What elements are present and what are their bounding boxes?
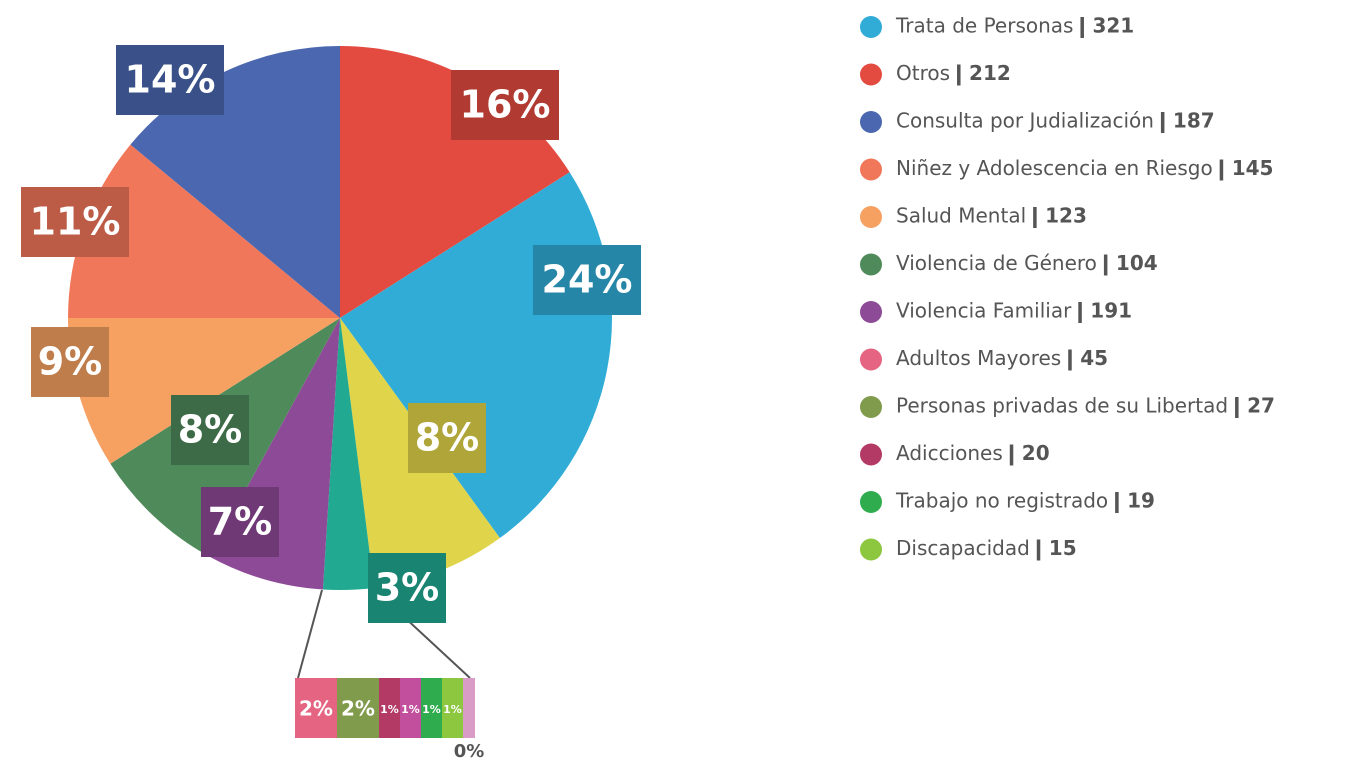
label-box bbox=[408, 403, 486, 473]
label-box-shade bbox=[21, 187, 129, 257]
legend-swatch bbox=[860, 443, 882, 466]
legend-value: 187 bbox=[1173, 109, 1215, 133]
slice-label: 3% bbox=[375, 566, 440, 610]
label-box bbox=[451, 70, 559, 140]
legend-value: 104 bbox=[1116, 251, 1158, 275]
legend-label: Violencia de Género bbox=[896, 251, 1097, 275]
label-box bbox=[171, 395, 249, 465]
legend-swatch bbox=[860, 16, 882, 38]
legend-swatch bbox=[860, 491, 882, 513]
legend-label: Trata de Personas bbox=[895, 14, 1073, 38]
detail-bar bbox=[442, 678, 463, 738]
legend-label: Adultos Mayores bbox=[896, 346, 1061, 370]
legend-label: Discapacidad bbox=[896, 536, 1030, 560]
legend-label: Otros bbox=[896, 61, 950, 85]
slice-label: 11% bbox=[30, 200, 121, 244]
legend-separator bbox=[1115, 492, 1119, 513]
label-box-shade bbox=[533, 245, 641, 315]
legend-label: Personas privadas de su Libertad bbox=[896, 394, 1228, 418]
legend-swatch bbox=[860, 538, 882, 561]
label-box bbox=[533, 245, 641, 315]
label-box-shade bbox=[408, 403, 486, 473]
label-box bbox=[368, 553, 446, 623]
label-box bbox=[21, 187, 129, 257]
legend-label: Niñez y Adolescencia en Riesgo bbox=[896, 156, 1213, 180]
legend-swatch bbox=[860, 348, 882, 371]
detail-label: 2% bbox=[341, 697, 375, 721]
legend-separator bbox=[1219, 159, 1224, 181]
detail-label: 2% bbox=[299, 697, 333, 721]
legend-separator bbox=[1078, 302, 1082, 323]
legend-separator bbox=[1103, 254, 1108, 276]
pie-slice bbox=[68, 144, 340, 318]
slice-label: 8% bbox=[415, 416, 480, 460]
legend-separator bbox=[1009, 444, 1014, 466]
label-box bbox=[201, 487, 279, 557]
legend-label: Consulta por Judialización bbox=[896, 109, 1154, 133]
legend-label: Adicciones bbox=[896, 441, 1003, 465]
legend-separator bbox=[1080, 17, 1084, 38]
label-box-shade bbox=[368, 553, 446, 623]
pie-slice bbox=[322, 318, 375, 590]
label-box-shade bbox=[31, 327, 109, 397]
legend-value: 19 bbox=[1127, 489, 1155, 513]
legend-value: 27 bbox=[1247, 394, 1275, 418]
legend-label: Violencia Familiar bbox=[896, 299, 1072, 323]
legend-value: 20 bbox=[1022, 441, 1050, 465]
legend-swatch bbox=[860, 206, 882, 228]
legend-swatch bbox=[860, 396, 882, 418]
detail-label: 0% bbox=[454, 741, 485, 760]
label-box-shade bbox=[201, 487, 279, 557]
legend-value: 123 bbox=[1045, 204, 1087, 228]
detail-bar bbox=[295, 678, 337, 738]
legend-value: 212 bbox=[969, 61, 1011, 85]
legend-value: 145 bbox=[1232, 156, 1274, 180]
legend-swatch bbox=[860, 63, 882, 86]
legend-separator bbox=[1235, 397, 1239, 418]
detail-label: 1% bbox=[401, 703, 420, 716]
slice-label: 16% bbox=[460, 83, 551, 127]
legend-label: Trabajo no registrado bbox=[895, 489, 1108, 513]
label-box bbox=[116, 45, 224, 115]
detail-label: 1% bbox=[422, 703, 441, 716]
pie-slice bbox=[68, 318, 340, 464]
slice-label: 7% bbox=[208, 500, 273, 544]
legend-label: Salud Mental bbox=[896, 204, 1026, 228]
slice-label: 8% bbox=[178, 408, 243, 452]
detail-label: 1% bbox=[380, 703, 399, 716]
slice-label: 9% bbox=[38, 340, 103, 384]
label-box-shade bbox=[171, 395, 249, 465]
legend-swatch bbox=[860, 158, 882, 181]
label-box-shade bbox=[116, 45, 224, 115]
slice-label: 24% bbox=[542, 258, 633, 302]
legend-swatch bbox=[860, 301, 882, 323]
detail-bar bbox=[400, 678, 421, 738]
detail-bar bbox=[379, 678, 400, 738]
detail-bar bbox=[337, 678, 379, 738]
legend-separator bbox=[1036, 539, 1041, 561]
legend-value: 45 bbox=[1080, 346, 1108, 370]
label-box-shade bbox=[451, 70, 559, 140]
detail-bar bbox=[463, 678, 475, 738]
legend-swatch bbox=[860, 111, 882, 133]
legend-value: 191 bbox=[1090, 299, 1132, 323]
legend-value: 15 bbox=[1049, 536, 1077, 560]
legend-swatch bbox=[860, 253, 882, 276]
legend-separator bbox=[1068, 349, 1072, 371]
callout-line bbox=[297, 589, 323, 679]
legend-separator bbox=[1033, 207, 1037, 228]
detail-bar bbox=[421, 678, 442, 738]
detail-label: 1% bbox=[443, 703, 462, 716]
legend-separator bbox=[957, 64, 961, 86]
label-box bbox=[31, 327, 109, 397]
legend-separator bbox=[1160, 112, 1165, 133]
legend-value: 321 bbox=[1092, 14, 1134, 38]
slice-label: 14% bbox=[125, 58, 216, 102]
